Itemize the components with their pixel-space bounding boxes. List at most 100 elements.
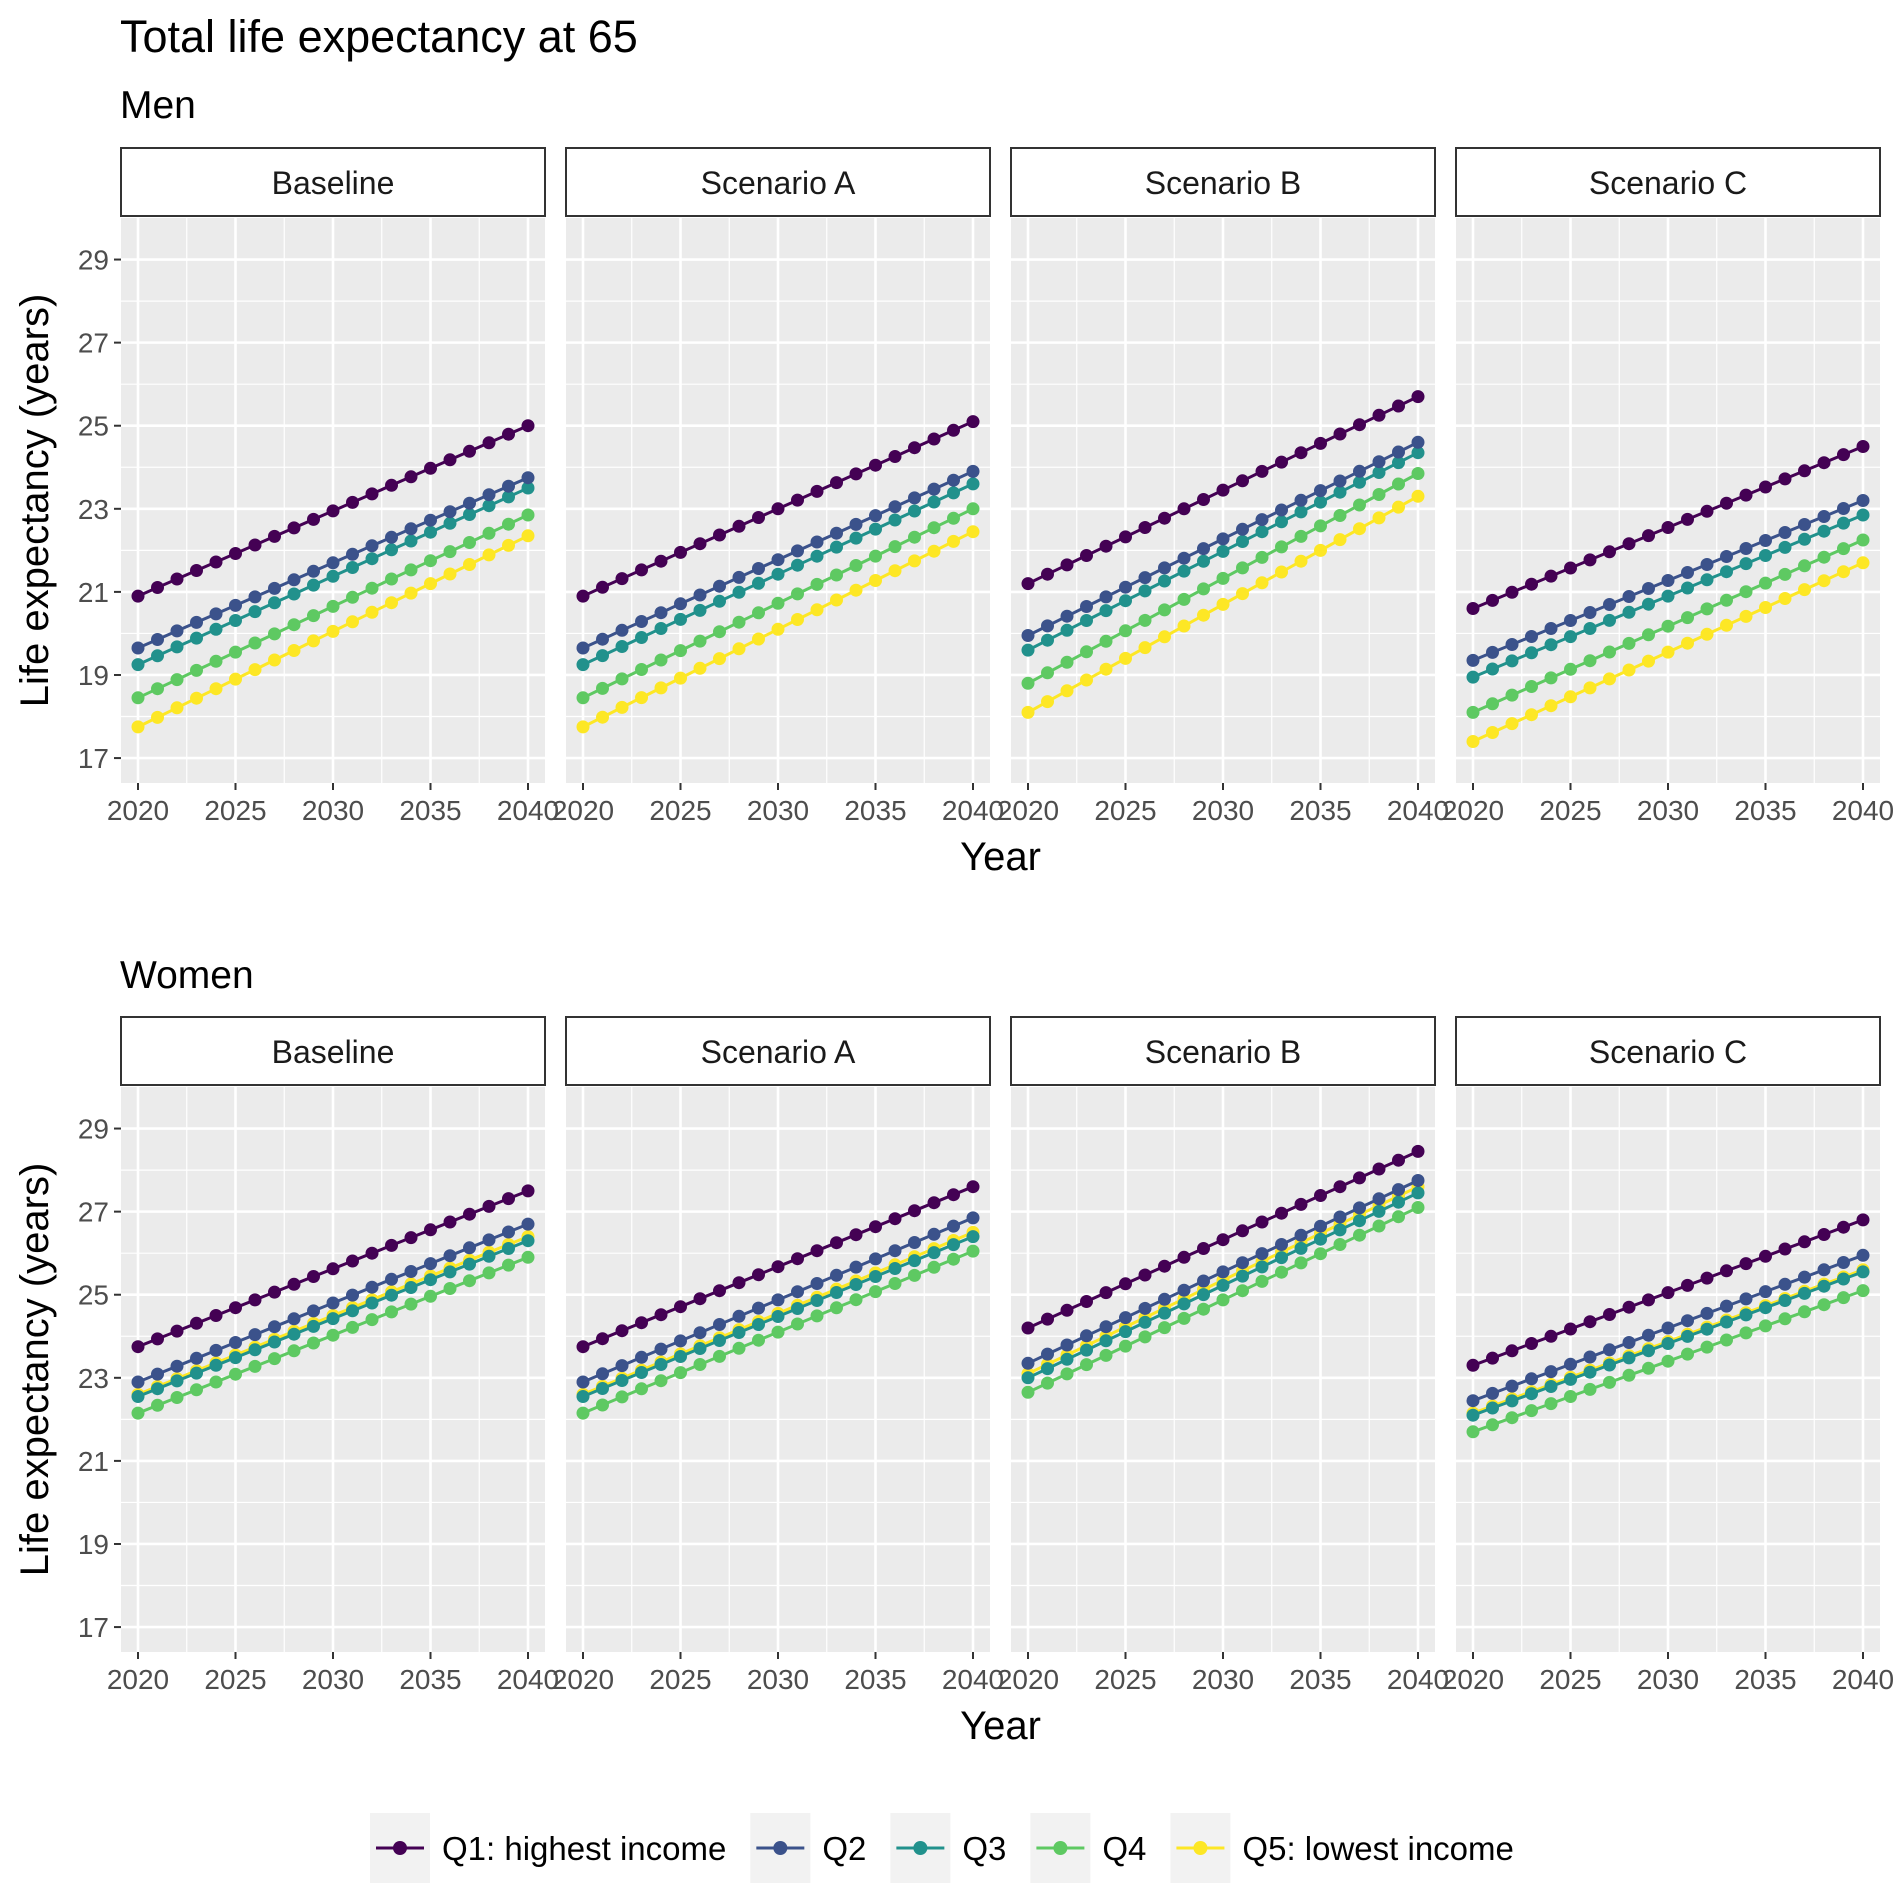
data-point xyxy=(1583,1382,1597,1396)
data-point xyxy=(346,590,359,604)
data-point xyxy=(1080,549,1093,562)
data-point xyxy=(287,618,301,632)
data-point xyxy=(385,1272,398,1286)
facet-strip xyxy=(1455,1016,1881,1086)
data-point xyxy=(326,1296,340,1310)
data-point xyxy=(1525,1337,1538,1350)
data-point xyxy=(1486,662,1499,676)
data-point xyxy=(947,534,960,548)
series-q3 xyxy=(576,1230,980,1403)
facet-strip xyxy=(120,1016,546,1086)
data-point xyxy=(1392,456,1405,470)
data-point xyxy=(966,1244,980,1258)
data-point xyxy=(1138,641,1152,655)
series-q3 xyxy=(1021,1186,1425,1385)
x-tick-label: 2040 xyxy=(942,795,1004,826)
data-point xyxy=(1583,681,1597,695)
legend-key-point xyxy=(1193,1841,1208,1855)
data-point xyxy=(810,549,824,563)
data-point xyxy=(1739,542,1753,555)
data-point xyxy=(1197,1302,1210,1316)
data-point xyxy=(888,540,902,554)
data-point xyxy=(482,1199,496,1213)
data-point xyxy=(693,603,707,617)
data-point xyxy=(1099,590,1113,604)
data-point xyxy=(1314,543,1327,557)
data-point xyxy=(1583,654,1597,668)
data-point xyxy=(713,625,726,639)
legend-label: Q4 xyxy=(1102,1830,1146,1867)
panel-scenario-a: Scenario A 2020 2025 2030 2035 2040 xyxy=(552,147,1004,826)
x-tick-label: 2040 xyxy=(1832,1664,1894,1695)
data-point xyxy=(1622,1336,1636,1349)
data-point xyxy=(1255,550,1269,564)
legend-item: Q2 xyxy=(750,1813,866,1883)
data-point xyxy=(521,471,535,485)
data-point xyxy=(1158,561,1171,575)
series-q2 xyxy=(1466,494,1870,667)
data-point xyxy=(713,594,726,608)
data-point xyxy=(268,627,281,641)
data-point xyxy=(947,1219,960,1233)
series-q1 xyxy=(576,415,980,603)
data-point xyxy=(1720,618,1733,632)
data-point xyxy=(1564,1357,1577,1371)
data-point xyxy=(947,423,960,437)
facet-strip-label: Scenario A xyxy=(701,1034,856,1070)
data-point xyxy=(713,1334,726,1347)
data-point xyxy=(1466,1425,1480,1439)
data-point xyxy=(1411,435,1425,449)
data-point xyxy=(1720,1264,1733,1278)
data-point xyxy=(1119,594,1132,608)
data-point xyxy=(1236,474,1249,488)
facet-strip-label: Scenario B xyxy=(1145,165,1302,201)
data-point xyxy=(791,544,804,558)
data-point xyxy=(1197,1274,1210,1288)
data-point xyxy=(1837,502,1850,515)
data-point xyxy=(1372,1219,1386,1233)
data-point xyxy=(1778,567,1792,581)
data-point xyxy=(1119,1311,1132,1325)
data-point xyxy=(1060,684,1074,698)
data-point xyxy=(908,554,921,568)
data-point xyxy=(502,517,515,531)
facet-strip xyxy=(565,147,991,217)
data-point xyxy=(1720,1333,1733,1347)
data-point xyxy=(326,1262,340,1276)
data-point xyxy=(732,1326,746,1339)
panel-scenario-c: Scenario C 2020 2025 2030 2035 2040 xyxy=(1442,1016,1894,1695)
data-point xyxy=(693,1342,707,1355)
legend-item: Q1: highest income xyxy=(370,1813,726,1883)
data-point xyxy=(1216,483,1230,497)
data-point xyxy=(927,495,941,509)
data-point xyxy=(131,589,145,603)
data-point xyxy=(1798,1270,1811,1284)
data-point xyxy=(287,587,301,601)
data-point xyxy=(1681,1314,1694,1328)
data-point xyxy=(1856,556,1870,570)
facet-strip-label: Baseline xyxy=(272,165,395,201)
data-point xyxy=(151,581,164,594)
data-point xyxy=(1837,448,1850,462)
data-point xyxy=(463,558,476,571)
data-point xyxy=(771,1260,785,1274)
data-point xyxy=(365,581,379,595)
data-point xyxy=(463,444,476,458)
data-point xyxy=(1544,671,1558,685)
data-point xyxy=(1817,550,1831,564)
data-point xyxy=(1681,566,1694,579)
data-point xyxy=(849,583,863,597)
data-point xyxy=(1739,609,1753,623)
data-point xyxy=(1353,464,1366,478)
data-point xyxy=(1856,440,1870,453)
data-point xyxy=(1197,493,1210,506)
data-point xyxy=(170,1359,184,1373)
data-point xyxy=(1466,1358,1480,1372)
data-point xyxy=(791,587,804,601)
data-point xyxy=(810,1244,824,1258)
data-point xyxy=(1817,1298,1831,1312)
data-point xyxy=(1060,1338,1074,1352)
data-point xyxy=(654,1308,668,1322)
data-point xyxy=(966,1230,980,1244)
data-point xyxy=(1216,1293,1230,1307)
